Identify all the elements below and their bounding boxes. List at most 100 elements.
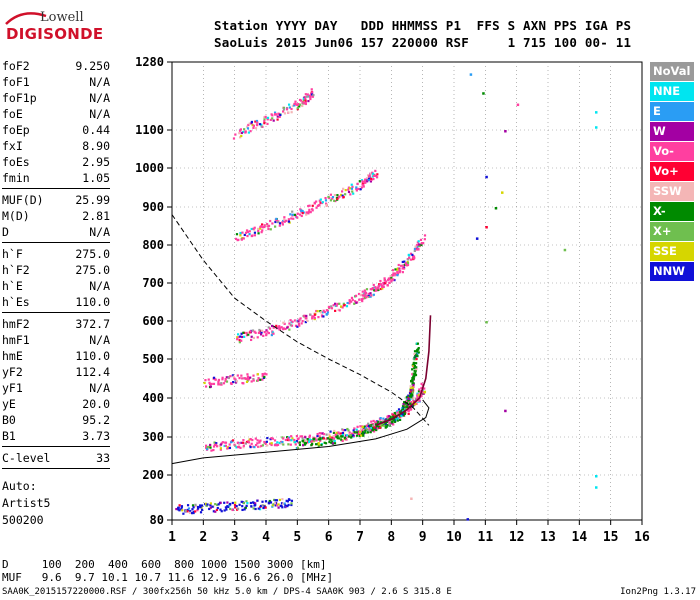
echo-point [333, 439, 336, 443]
echo-point [322, 433, 326, 436]
echo-point [368, 174, 371, 177]
echo-point [241, 377, 244, 380]
echo-point [239, 128, 243, 131]
echo-point [181, 509, 184, 512]
echo-point [245, 334, 249, 337]
echo-point [250, 120, 253, 124]
echo-point [207, 378, 210, 381]
echo-point [381, 287, 384, 290]
echo-point [420, 382, 423, 385]
echo-point [259, 504, 263, 508]
echo-point [224, 506, 228, 509]
echo-point [261, 500, 264, 503]
echo-point [375, 428, 378, 432]
echo-point [404, 406, 407, 409]
legend-item-nne: NNE [650, 82, 694, 101]
echo-point [377, 288, 380, 291]
echo-point [377, 424, 380, 428]
echo-point [239, 136, 242, 139]
echo-point [361, 425, 364, 429]
echo-point [200, 506, 203, 509]
echo-point [326, 437, 329, 440]
echo-point [401, 405, 405, 408]
echo-point [494, 207, 498, 210]
echo-point [401, 271, 404, 274]
param-row: fxI 8.90 [2, 138, 110, 154]
echo-point [389, 278, 392, 281]
echo-point [214, 503, 217, 506]
echo-point [349, 193, 352, 196]
echo-point [367, 425, 371, 428]
echo-point [322, 437, 326, 440]
echo-point [232, 375, 235, 378]
echo-point [276, 115, 279, 118]
echo-point [267, 224, 271, 227]
tick-label-x: 1 [168, 530, 176, 545]
echo-point [247, 378, 250, 381]
echo-point [277, 503, 280, 506]
param-separator [2, 188, 110, 189]
echo-point [310, 88, 313, 91]
echo-point [322, 309, 325, 312]
echo-point [205, 504, 208, 507]
echo-point [295, 439, 299, 443]
echo-point [347, 190, 351, 194]
echo-point [263, 440, 266, 444]
param-value: 0.44 [82, 123, 110, 137]
echo-point [208, 443, 212, 447]
echo-point [372, 426, 375, 430]
echo-point [409, 390, 412, 393]
tick-label-x: 15 [603, 530, 619, 545]
echo-point [187, 507, 191, 510]
echo-point [234, 378, 237, 381]
echo-point [273, 502, 277, 505]
echo-point [595, 111, 598, 114]
echo-point [366, 431, 369, 434]
tick-label-x: 5 [293, 530, 301, 545]
echo-point [365, 288, 369, 291]
echo-point [282, 106, 286, 110]
echo-point [258, 440, 261, 443]
echo-point [341, 431, 344, 435]
echo-point [397, 263, 400, 267]
echo-point [371, 424, 374, 427]
tick-label-y: 700 [142, 276, 164, 290]
echo-point [236, 333, 240, 336]
echo-point [383, 277, 386, 280]
echo-point [334, 309, 337, 312]
echo-point [200, 508, 204, 511]
echo-point [246, 373, 249, 376]
echo-point [267, 331, 270, 335]
echo-point [409, 385, 412, 388]
echo-point [249, 444, 252, 447]
echo-point [234, 506, 237, 509]
echo-point [194, 503, 197, 506]
echo-point [316, 310, 319, 313]
echo-point [415, 402, 418, 405]
echo-point [595, 126, 598, 129]
echo-point [264, 442, 267, 446]
echo-point [186, 510, 189, 513]
echo-point [418, 388, 421, 391]
echo-point [272, 119, 275, 122]
tick-label-y: 800 [142, 238, 164, 252]
echo-point [501, 191, 504, 194]
echo-point [366, 295, 369, 298]
echo-point [270, 333, 273, 337]
echo-point [396, 411, 399, 414]
echo-point [301, 439, 304, 442]
echo-point [415, 244, 419, 247]
echo-point [360, 428, 363, 431]
echo-point [278, 498, 282, 502]
echo-point [403, 260, 406, 263]
echo-point [239, 446, 242, 449]
echo-point [209, 504, 212, 507]
echo-point [411, 256, 415, 259]
echo-point [410, 393, 413, 397]
echo-point [282, 219, 285, 223]
param-row: C-level 33 [2, 450, 110, 466]
echo-point [254, 127, 258, 130]
echo-point [407, 401, 410, 404]
echo-point [416, 392, 419, 395]
echo-point [229, 441, 233, 444]
